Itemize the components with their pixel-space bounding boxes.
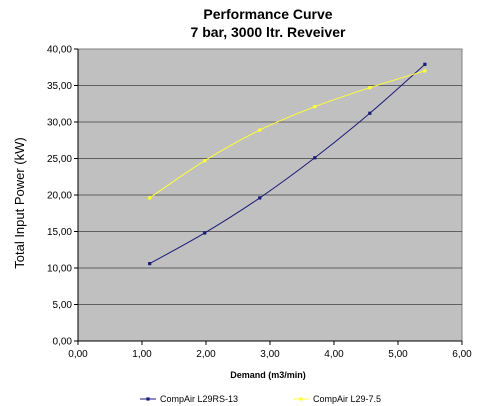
y-tick-label: 20,00	[47, 191, 72, 202]
x-tick-label: 3,00	[260, 349, 280, 360]
data-point	[368, 86, 372, 90]
y-tick-label: 35,00	[47, 81, 72, 92]
y-tick-label: 15,00	[47, 227, 72, 238]
x-tick-label: 1,00	[132, 349, 152, 360]
data-point	[368, 111, 372, 115]
x-tick-label: 2,00	[196, 349, 216, 360]
legend-label: CompAir L29RS-13	[160, 394, 238, 404]
y-axis-ticks: 0,00 5,00 10,00 15,00 20,00 25,00 30,00 35,00 40…	[47, 45, 78, 348]
data-point	[203, 231, 207, 235]
x-axis-label: Demand (m3/min)	[230, 370, 306, 380]
series-line-2	[149, 70, 426, 199]
data-point	[258, 196, 262, 200]
chart-subtitle: 7 bar, 3000 ltr. Reveiver	[191, 24, 346, 40]
y-tick-label: 40,00	[47, 45, 72, 56]
gridlines	[78, 85, 462, 305]
data-point	[313, 156, 317, 160]
chart-title: Performance Curve	[203, 6, 332, 22]
x-tick-label: 6,00	[452, 349, 472, 360]
data-point	[423, 62, 427, 66]
x-tick-label: 0,00	[68, 349, 88, 360]
data-point	[148, 262, 152, 266]
x-axis-ticks: 0,00 1,00 2,00 3,00 4,00 5,00 6,00	[68, 341, 472, 360]
y-tick-label: 0,00	[53, 337, 73, 348]
y-tick-label: 10,00	[47, 264, 72, 275]
legend-label: CompAir L29-7.5	[313, 394, 381, 404]
x-tick-label: 4,00	[324, 349, 344, 360]
data-point	[313, 105, 317, 109]
y-tick-label: 30,00	[47, 118, 72, 129]
legend-marker	[299, 397, 303, 401]
legend: CompAir L29RS-13 CompAir L29-7.5	[140, 394, 381, 404]
data-point	[423, 69, 427, 73]
data-point	[203, 159, 207, 163]
x-tick-label: 5,00	[388, 349, 408, 360]
y-axis-label: Total Input Power (kW)	[12, 137, 27, 269]
data-series	[148, 62, 427, 266]
y-tick-label: 5,00	[53, 300, 73, 311]
y-tick-label: 25,00	[47, 154, 72, 165]
data-point	[148, 196, 152, 200]
legend-marker	[146, 397, 150, 401]
data-point	[258, 128, 262, 132]
